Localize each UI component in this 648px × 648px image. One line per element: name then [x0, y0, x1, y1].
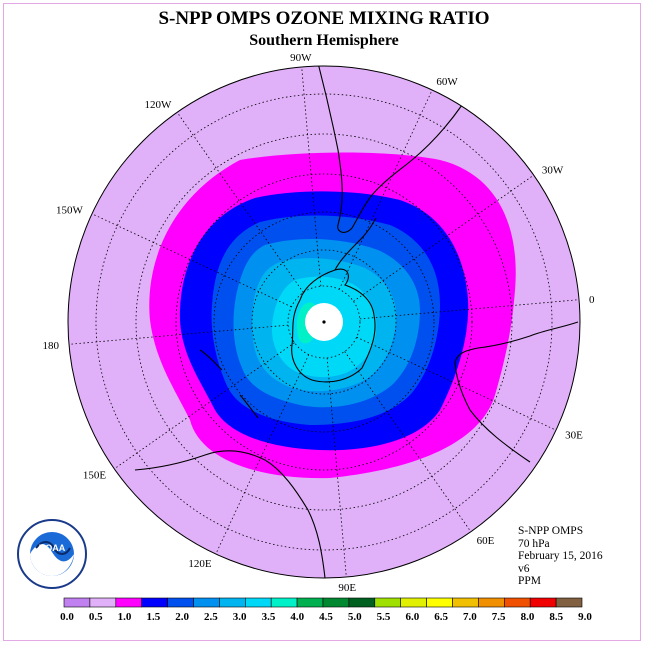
colorbar-swatch — [426, 597, 453, 608]
colorbar-swatch — [296, 597, 324, 608]
colorbar-tick-label: 5.0 — [348, 611, 362, 623]
antarctic-peninsula-coastline — [334, 217, 377, 271]
coastlines — [134, 66, 579, 578]
colorbar-tick-label: 0.5 — [89, 611, 103, 623]
colorbar-swatch — [115, 597, 143, 608]
info-date: February 15, 2016 — [518, 550, 603, 562]
info-version: v6 — [518, 562, 530, 575]
colorbar-swatch — [503, 597, 531, 608]
colorbar-swatch — [322, 597, 350, 608]
meridian-line — [176, 112, 304, 293]
colorbar-swatch — [167, 597, 194, 608]
south-america-coastline — [317, 66, 463, 233]
colorbar-tick-label: 2.5 — [204, 611, 218, 623]
africa-coastline — [454, 321, 579, 463]
colorbar-tick-label: 3.0 — [233, 611, 247, 623]
antarctica-coastline — [291, 268, 376, 383]
colorbar-swatch — [193, 597, 220, 608]
longitude-label: 60E — [477, 535, 495, 547]
meridian-line — [326, 357, 347, 578]
map-title: S-NPP OMPS OZONE MIXING RATIO — [158, 8, 490, 29]
noaa-logo: NOAA — [17, 519, 87, 589]
meridian-line — [114, 342, 295, 470]
colorbar-swatch — [348, 597, 376, 608]
longitude-label: 180 — [43, 340, 60, 352]
colorbar-tick-label: 4.5 — [319, 611, 333, 623]
colorbar-swatch — [529, 597, 557, 608]
colorbar-swatch — [555, 597, 583, 608]
map-subtitle: Southern Hemisphere — [249, 32, 399, 49]
longitude-label: 30E — [565, 429, 583, 441]
colorbar-swatch — [219, 597, 246, 608]
longitude-label: 150E — [83, 470, 107, 482]
longitude-label: 90E — [338, 582, 356, 594]
longitude-label: 150W — [56, 205, 84, 217]
colorbar-tick-label: 0.0 — [60, 611, 74, 623]
longitude-label: 60W — [436, 76, 458, 88]
colorbar-swatch — [245, 597, 272, 608]
meridian-line — [68, 324, 289, 345]
colorbar-swatch — [478, 597, 505, 608]
australia-coastline — [134, 450, 326, 578]
colorbar-swatch — [89, 597, 117, 608]
latitude-circles — [95, 93, 553, 551]
pole-marker — [322, 320, 326, 324]
longitude-label: 120W — [145, 99, 173, 111]
colorbar-tick-label: 5.5 — [377, 611, 391, 623]
meridian-line — [215, 354, 310, 555]
info-instrument: S-NPP OMPS — [518, 525, 584, 537]
colorbar-tick-label: 7.5 — [492, 611, 506, 623]
colorbar-tick-label: 1.0 — [118, 611, 132, 623]
logo-wordmark: NOAA — [39, 543, 66, 553]
new-zealand-coastline — [199, 349, 259, 419]
colorbar-tick-label: 6.5 — [434, 611, 448, 623]
colorbar-tick-label: 9.0 — [578, 611, 592, 623]
colorbar-tick-label: 1.5 — [146, 611, 160, 623]
map-disk-outline — [67, 65, 581, 579]
colorbar-tick-label: 3.5 — [262, 611, 276, 623]
colorbar-swatch — [374, 597, 401, 608]
colorbar-tick-label: 7.0 — [463, 611, 477, 623]
colorbar-swatch — [63, 597, 91, 608]
colorbar-tick-label: 4.0 — [290, 611, 304, 623]
meridian-line — [353, 174, 534, 302]
figure-frame — [3, 3, 641, 641]
longitude-label: 120E — [188, 558, 212, 570]
colorbar-tick-label: 8.5 — [549, 611, 563, 623]
longitude-labels: 0 30E 60E 90E 120E 150E 180 150W 120W 90W 60W 30W — [43, 52, 595, 594]
colorbar-swatch — [400, 597, 427, 608]
longitude-label: 30W — [542, 164, 564, 176]
colorbar-tick-label: 8.0 — [521, 611, 535, 623]
meridian-lines — [68, 66, 580, 578]
longitude-label: 0 — [589, 294, 595, 306]
longitude-label: 90W — [290, 52, 312, 64]
meridian-line — [359, 299, 580, 320]
colorbar-tick-label: 2.0 — [175, 611, 189, 623]
info-pressure: 70 hPa — [518, 537, 550, 550]
meridian-line — [344, 351, 472, 532]
meridian-line — [356, 336, 557, 431]
colorbar-swatch — [452, 597, 479, 608]
info-units: PPM — [518, 575, 542, 587]
meridian-line — [338, 89, 433, 290]
colorbar-swatch — [270, 597, 298, 608]
meridian-line — [91, 213, 292, 308]
plot-info: S-NPP OMPS 70 hPa February 15, 2016 v6 P… — [518, 525, 603, 588]
colorbar-tick-label: 6.0 — [405, 611, 419, 623]
colorbar-swatch — [141, 597, 168, 608]
meridian-line — [301, 66, 322, 287]
